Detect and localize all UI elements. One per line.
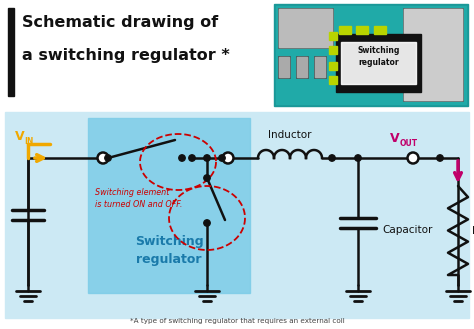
Text: OUT: OUT [400,139,418,148]
Bar [276,6,466,104]
Circle shape [204,175,210,181]
Text: Inductor: Inductor [268,130,312,140]
Circle shape [204,155,210,161]
Bar [279,57,289,77]
Text: IN: IN [24,137,33,146]
Text: V: V [15,130,25,143]
Bar [297,57,307,77]
Bar [278,8,333,48]
Bar [336,34,421,92]
Circle shape [204,220,210,226]
Bar [329,46,337,54]
Bar [0,0,474,112]
Bar [88,118,250,293]
Text: a switching regulator *: a switching regulator * [22,48,230,63]
Text: Switching
regulator: Switching regulator [357,46,400,67]
Bar [314,56,326,78]
Bar [329,76,337,84]
Circle shape [105,155,111,161]
Bar [329,32,337,40]
Text: V: V [390,132,400,145]
Circle shape [355,155,361,161]
Circle shape [437,155,443,161]
Text: Capacitor: Capacitor [382,225,432,235]
Bar [296,56,308,78]
Bar [356,26,368,34]
Circle shape [98,153,109,164]
Text: Switching: Switching [135,235,203,248]
Circle shape [329,155,335,161]
Text: regulator: regulator [136,253,202,266]
Text: Load: Load [472,225,474,236]
Bar [329,62,337,70]
Bar [315,57,325,77]
Bar [403,8,463,101]
Text: Switching element: Switching element [95,188,169,197]
Circle shape [189,155,195,161]
Bar [279,9,332,47]
Circle shape [408,153,419,164]
Bar [8,8,14,96]
Bar [274,4,468,106]
Bar [341,42,416,84]
Text: Schematic drawing of: Schematic drawing of [22,15,218,30]
Circle shape [179,155,185,161]
Bar [374,26,386,34]
Text: *A type of switching regulator that requires an external coil: *A type of switching regulator that requ… [129,318,345,324]
Text: is turned ON and OFF.: is turned ON and OFF. [95,200,182,209]
Bar [278,56,290,78]
Circle shape [222,153,234,164]
Bar [404,9,462,100]
Bar [339,26,351,34]
Circle shape [219,155,225,161]
Bar [5,112,469,318]
